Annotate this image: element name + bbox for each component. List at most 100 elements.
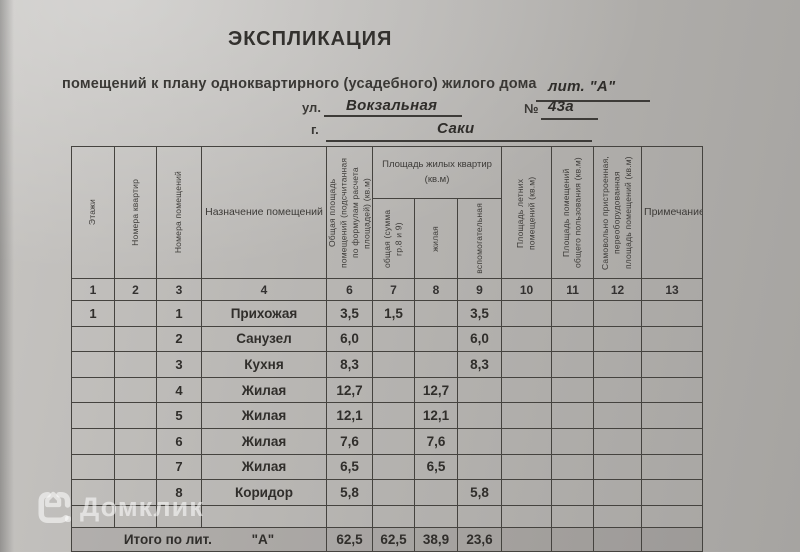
column-header-flat-total-label: общая (сумма гр.8 и 9) bbox=[382, 209, 404, 268]
flat-cell bbox=[114, 300, 157, 327]
floor-cell bbox=[71, 351, 115, 378]
empty-cell bbox=[501, 526, 553, 552]
total-area-cell: 12,7 bbox=[326, 376, 373, 404]
empty-cell bbox=[551, 351, 595, 378]
living-area-cell bbox=[414, 479, 458, 506]
aux-area-cell bbox=[456, 427, 503, 455]
aux-area-cell bbox=[456, 402, 503, 429]
room-cell: 6 bbox=[156, 427, 202, 455]
column-header-unauthorized-area: Самовольно пристроенная, переоборудованн… bbox=[593, 146, 643, 279]
flat-cell bbox=[114, 402, 157, 429]
empty-cell bbox=[201, 504, 327, 528]
purpose-cell: Жилая bbox=[201, 427, 327, 455]
purpose-cell: Кухня bbox=[201, 351, 327, 378]
column-number: 7 bbox=[372, 278, 415, 301]
room-cell: 3 bbox=[156, 351, 202, 378]
empty-cell bbox=[641, 300, 704, 327]
column-header-common-area-label: Площадь помещений общего пользования (кв… bbox=[561, 157, 583, 268]
empty-cell bbox=[326, 504, 373, 528]
empty-cell bbox=[593, 427, 643, 455]
empty-cell bbox=[641, 453, 704, 481]
floor-cell bbox=[71, 453, 115, 481]
house-number-value: 43а bbox=[548, 98, 574, 115]
city-value: Саки bbox=[437, 120, 475, 137]
flat-total-cell bbox=[372, 325, 415, 353]
street-underline bbox=[324, 115, 462, 117]
aux-area-cell: 5,8 bbox=[456, 479, 503, 506]
column-number: 2 bbox=[114, 278, 157, 301]
table-row: 8 Коридор 5,8 5,8 bbox=[71, 479, 704, 506]
flat-total-cell bbox=[372, 351, 415, 378]
totals-living-area: 38,9 bbox=[414, 526, 458, 552]
column-group-living-flats-area: Площадь жилых квартир (кв.м) bbox=[371, 146, 503, 199]
empty-cell bbox=[501, 325, 553, 353]
flat-total-cell bbox=[372, 376, 415, 404]
flat-cell bbox=[114, 453, 157, 481]
flat-total-cell bbox=[372, 479, 415, 506]
table-row: 3 Кухня 8,3 8,3 bbox=[71, 351, 704, 378]
watermark: Домклик bbox=[37, 489, 204, 526]
aux-area-cell: 3,5 bbox=[456, 300, 503, 327]
purpose-cell: Прихожая bbox=[201, 300, 327, 327]
empty-cell bbox=[641, 325, 704, 353]
empty-cell bbox=[551, 479, 595, 506]
empty-cell bbox=[456, 504, 503, 528]
watermark-brand-text: Домклик bbox=[80, 492, 204, 522]
totals-aux-area: 23,6 bbox=[456, 526, 503, 552]
column-header-room-numbers-label: Номера помещений bbox=[173, 171, 184, 254]
column-number: 8 bbox=[414, 278, 458, 301]
totals-row: Итого по лит. "А" 62,5 62,5 38,9 23,6 bbox=[71, 526, 704, 552]
empty-cell bbox=[501, 351, 553, 378]
empty-cell bbox=[501, 402, 553, 429]
total-area-cell: 6,5 bbox=[326, 453, 373, 481]
living-area-cell bbox=[414, 351, 458, 378]
empty-cell bbox=[551, 376, 595, 404]
table-row: 5 Жилая 12,1 12,1 bbox=[71, 402, 704, 429]
empty-cell bbox=[551, 504, 595, 528]
column-header-floors: Этажи bbox=[71, 146, 115, 279]
empty-cell bbox=[551, 453, 595, 481]
column-header-purpose: Назначение помещений bbox=[201, 146, 327, 279]
column-numbers-row: 1 2 3 4 6 7 8 9 10 11 12 13 bbox=[71, 278, 704, 301]
column-number: 4 bbox=[201, 278, 327, 301]
street-label: ул. bbox=[302, 100, 321, 115]
column-number: 6 bbox=[326, 278, 373, 301]
house-number-underline bbox=[541, 118, 598, 120]
floor-cell bbox=[71, 402, 115, 429]
empty-cell bbox=[641, 526, 704, 552]
empty-cell bbox=[551, 427, 595, 455]
empty-cell bbox=[501, 504, 553, 528]
living-area-cell: 7,6 bbox=[414, 427, 458, 455]
column-header-total-area-label: Общая площадь помещений (подсчитанная по… bbox=[327, 157, 372, 268]
column-header-living: жилая bbox=[414, 198, 458, 279]
document-title: ЭКСПЛИКАЦИЯ bbox=[228, 28, 393, 50]
empty-cell bbox=[641, 427, 704, 455]
column-number: 11 bbox=[551, 278, 595, 301]
empty-cell bbox=[501, 427, 553, 455]
empty-cell bbox=[414, 504, 458, 528]
empty-cell bbox=[501, 300, 553, 327]
empty-cell bbox=[593, 325, 643, 353]
empty-cell bbox=[641, 376, 704, 404]
document-subtitle: помещений к плану одноквартирного (усаде… bbox=[62, 76, 537, 92]
city-underline bbox=[326, 140, 592, 142]
column-header-auxiliary-label: вспомогательная bbox=[473, 203, 484, 274]
purpose-cell: Жилая bbox=[201, 453, 327, 481]
empty-cell bbox=[551, 325, 595, 353]
empty-cell bbox=[501, 376, 553, 404]
total-area-cell: 8,3 bbox=[326, 351, 373, 378]
column-header-summer-area: Площадь летних помещений (кв.м) bbox=[501, 146, 553, 279]
column-header-purpose-label: Назначение помещений bbox=[205, 205, 323, 218]
purpose-cell: Санузел bbox=[201, 325, 327, 353]
column-number: 12 bbox=[593, 278, 643, 301]
floor-cell bbox=[71, 325, 115, 353]
column-number: 9 bbox=[456, 278, 503, 301]
floor-cell bbox=[71, 376, 115, 404]
house-number-label: № bbox=[524, 101, 539, 116]
flat-cell bbox=[114, 376, 157, 404]
empty-cell bbox=[593, 300, 643, 327]
lit-underline bbox=[536, 100, 650, 102]
empty-cell bbox=[593, 402, 643, 429]
empty-cell bbox=[593, 453, 643, 481]
empty-cell bbox=[593, 351, 643, 378]
